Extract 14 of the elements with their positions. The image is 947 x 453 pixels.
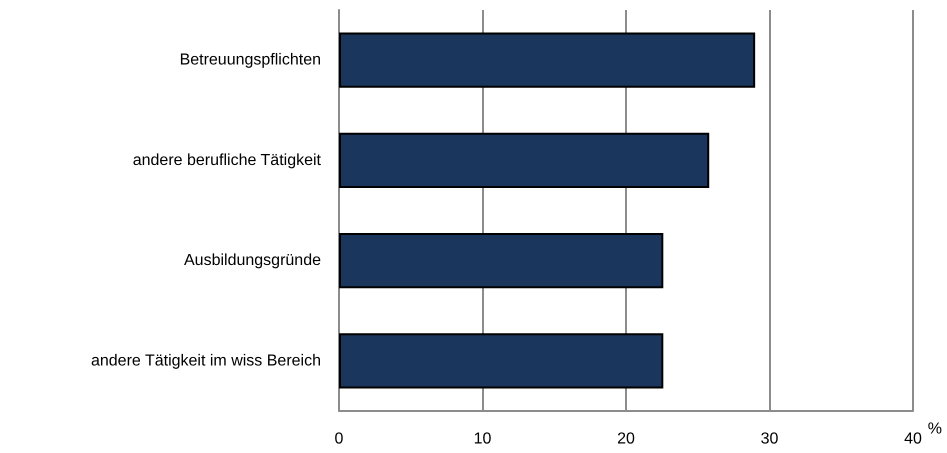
y-tick-label: Ausbildungsgründe (184, 252, 322, 270)
x-tick-label: 40 (904, 430, 922, 448)
y-tick-label: Betreuungspflichten (180, 52, 321, 69)
bar (339, 233, 664, 288)
x-tick-label: 30 (760, 430, 778, 448)
bar (339, 132, 710, 188)
x-tick-label: 20 (617, 430, 635, 448)
y-tick-label: andere berufliche Tätigkeit (132, 152, 322, 169)
y-tick-label: andere Tätigkeit im wiss Bereich (90, 352, 321, 370)
bar (339, 32, 756, 88)
bar (339, 333, 664, 388)
x-axis-title: % (928, 420, 942, 438)
x-tick-label: 10 (474, 430, 492, 448)
x-tick-label: 0 (334, 430, 344, 448)
